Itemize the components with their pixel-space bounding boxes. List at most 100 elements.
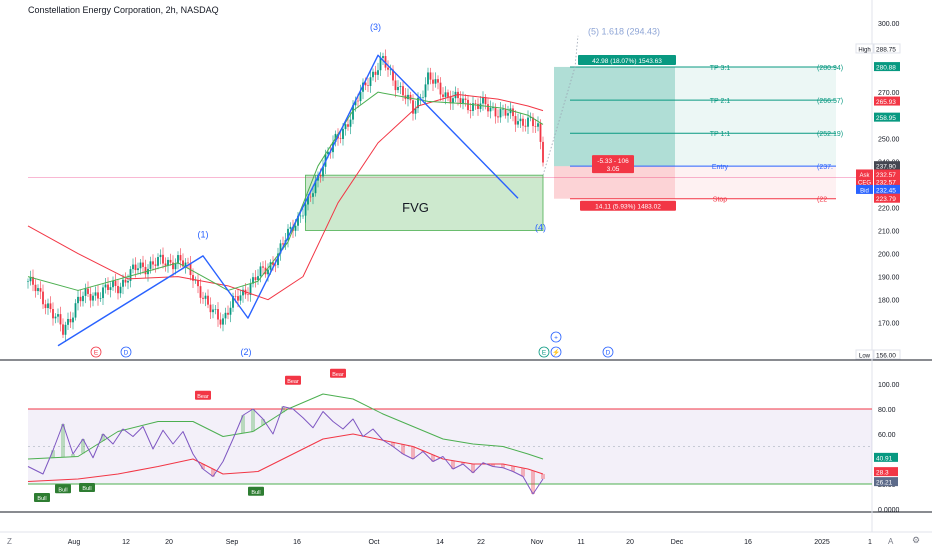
rsi-lower-band[interactable] <box>27 433 544 482</box>
candle[interactable] <box>539 119 542 150</box>
candle[interactable] <box>224 307 227 325</box>
candle[interactable] <box>49 296 52 313</box>
candle[interactable] <box>422 90 424 102</box>
candle[interactable] <box>182 253 184 270</box>
candle[interactable] <box>114 273 117 293</box>
candle[interactable] <box>484 94 487 110</box>
candle[interactable] <box>152 254 154 271</box>
candle[interactable] <box>534 119 537 133</box>
candle[interactable] <box>349 112 352 135</box>
candle[interactable] <box>129 266 132 288</box>
candle[interactable] <box>469 102 472 119</box>
candle[interactable] <box>389 64 392 76</box>
candle[interactable] <box>429 67 432 85</box>
candle[interactable] <box>57 308 59 323</box>
bull-tag-1[interactable]: Bull <box>37 496 46 502</box>
bear-tag-3-bg[interactable] <box>330 368 346 378</box>
candle[interactable] <box>209 297 212 320</box>
candle[interactable] <box>402 80 404 102</box>
candle[interactable] <box>394 73 397 98</box>
bear-tag-2-bg[interactable] <box>285 375 301 385</box>
candle[interactable] <box>169 253 172 266</box>
candle[interactable] <box>487 97 489 118</box>
candle[interactable] <box>339 130 342 144</box>
candle[interactable] <box>507 105 509 123</box>
candle[interactable] <box>232 292 234 312</box>
rsi-line[interactable] <box>27 406 544 495</box>
candle[interactable] <box>54 313 57 324</box>
candle[interactable] <box>312 185 314 205</box>
candle[interactable] <box>432 72 434 92</box>
candle[interactable] <box>187 257 189 269</box>
candle[interactable] <box>44 299 47 315</box>
candle[interactable] <box>514 110 517 132</box>
candle[interactable] <box>517 113 519 128</box>
candle[interactable] <box>109 282 112 298</box>
candle[interactable] <box>302 208 304 219</box>
candle[interactable] <box>424 77 427 105</box>
candle[interactable] <box>204 292 207 307</box>
bull-tag-4-bg[interactable] <box>248 486 264 496</box>
dividend-icon-2-ring[interactable] <box>602 346 614 358</box>
flash-icon-ring[interactable] <box>550 346 562 358</box>
candle[interactable] <box>164 257 167 272</box>
candle[interactable] <box>99 292 102 302</box>
candle[interactable] <box>102 284 104 305</box>
earnings-icon-2-ring[interactable] <box>538 346 550 358</box>
candle[interactable] <box>522 115 524 132</box>
candle[interactable] <box>94 286 97 301</box>
candle[interactable] <box>387 60 389 77</box>
candle[interactable] <box>27 278 29 289</box>
candle[interactable] <box>67 312 69 331</box>
candle[interactable] <box>524 119 527 132</box>
candle[interactable] <box>107 277 109 295</box>
candle[interactable] <box>252 272 254 288</box>
candle[interactable] <box>239 289 242 305</box>
dividend-icon-ring[interactable] <box>120 346 132 358</box>
bull-tag-2[interactable]: Bull <box>58 487 67 493</box>
candle[interactable] <box>32 269 34 292</box>
candle[interactable] <box>369 70 372 93</box>
bear-tag-1-bg[interactable] <box>195 390 211 400</box>
bear-tag-2[interactable]: Bear <box>287 379 299 385</box>
candle[interactable] <box>77 289 79 311</box>
dividend-icon[interactable]: D <box>124 350 129 357</box>
candle[interactable] <box>262 261 264 275</box>
bull-tag-3[interactable]: Bull <box>82 486 91 492</box>
candle[interactable] <box>254 270 257 288</box>
candle[interactable] <box>314 175 317 197</box>
candle[interactable] <box>139 259 142 275</box>
candle[interactable] <box>347 117 349 131</box>
candle[interactable] <box>34 279 37 298</box>
candle[interactable] <box>372 68 374 81</box>
candle[interactable] <box>479 96 482 113</box>
candle[interactable] <box>392 65 394 86</box>
candle[interactable] <box>489 100 492 119</box>
candle[interactable] <box>397 80 399 94</box>
candle[interactable] <box>289 222 292 232</box>
candle[interactable] <box>437 75 439 90</box>
candle[interactable] <box>162 247 164 269</box>
candle[interactable] <box>199 278 202 304</box>
candle[interactable] <box>382 52 384 66</box>
candle[interactable] <box>97 285 99 306</box>
earnings-icon-2[interactable]: E <box>542 350 547 357</box>
candle[interactable] <box>124 272 127 287</box>
candle[interactable] <box>532 113 534 133</box>
candle[interactable] <box>452 90 454 111</box>
bull-tag-1-bg[interactable] <box>34 493 50 502</box>
candle[interactable] <box>74 299 77 321</box>
candle[interactable] <box>197 274 199 294</box>
candle[interactable] <box>502 104 504 117</box>
candle[interactable] <box>117 279 119 300</box>
candle[interactable] <box>72 312 74 330</box>
candle[interactable] <box>497 109 499 123</box>
candle[interactable] <box>87 281 89 297</box>
candle[interactable] <box>174 258 177 275</box>
candle[interactable] <box>472 96 474 116</box>
candle[interactable] <box>449 90 452 110</box>
candle[interactable] <box>159 249 162 265</box>
candle[interactable] <box>264 260 267 278</box>
candle[interactable] <box>519 112 522 129</box>
